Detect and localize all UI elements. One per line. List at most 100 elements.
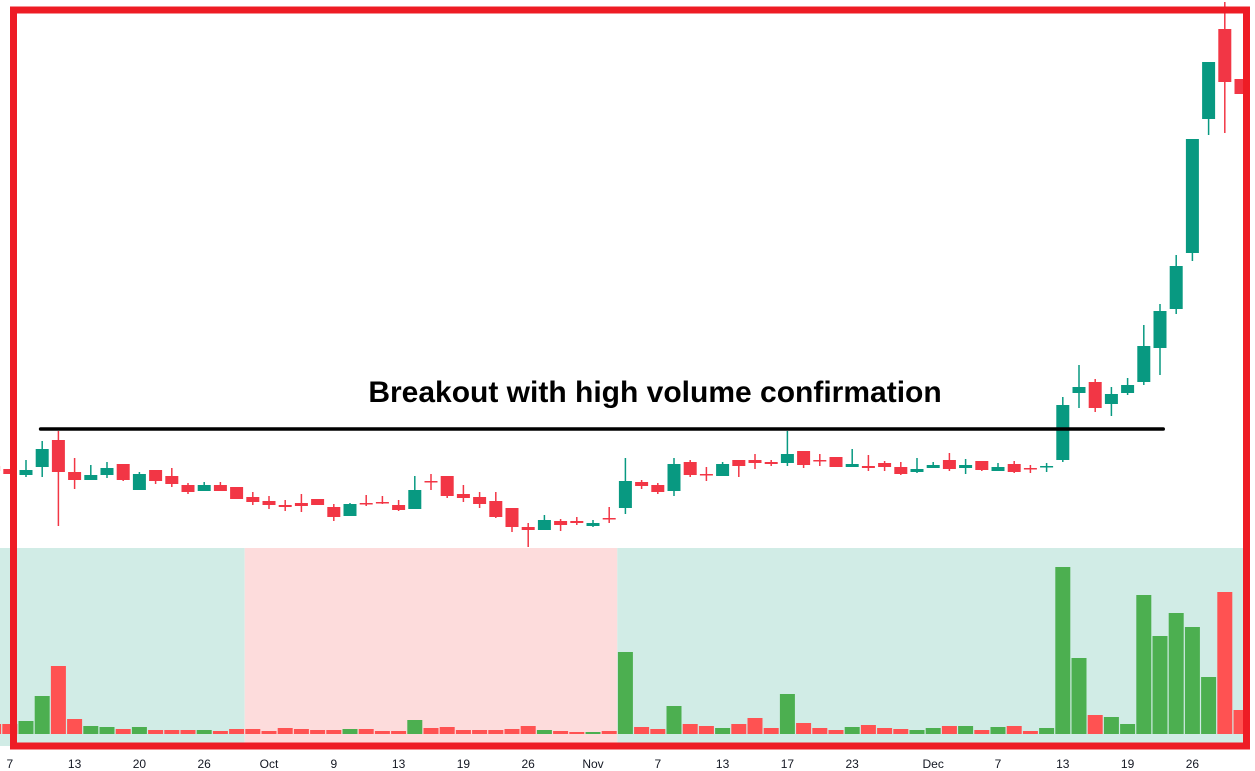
candle-body	[149, 470, 162, 481]
candle-body	[84, 475, 97, 480]
volume-bar	[942, 726, 957, 734]
candle-body	[1024, 468, 1037, 470]
candle-body	[408, 490, 421, 509]
candle-body	[716, 464, 729, 476]
volume-bar	[1039, 728, 1054, 734]
x-tick-label: 26	[1186, 757, 1199, 771]
volume-bar	[1007, 726, 1022, 734]
candle-body	[522, 527, 535, 530]
volume-bar	[0, 724, 1, 734]
volume-bar	[699, 726, 714, 734]
volume-bar	[359, 729, 374, 734]
candle	[554, 519, 567, 531]
candle	[117, 464, 130, 481]
candle-body	[943, 460, 956, 469]
volume-bar	[586, 732, 601, 734]
candle	[68, 458, 81, 489]
candle	[408, 476, 421, 509]
candle	[781, 431, 794, 466]
volume-bar	[1088, 715, 1103, 734]
candle	[182, 483, 195, 494]
candle	[473, 492, 486, 508]
candle-body	[327, 507, 340, 517]
volume-bar	[1201, 677, 1216, 734]
volume-bar	[1023, 731, 1038, 734]
volume-bar	[1217, 592, 1232, 734]
candle-body	[684, 462, 697, 475]
candle-body	[749, 460, 762, 463]
candle-body	[52, 440, 65, 472]
volume-bar	[278, 728, 293, 734]
volume-bar	[634, 727, 649, 734]
volume-bar	[456, 730, 471, 734]
volume-bar	[229, 729, 244, 734]
candle	[684, 460, 697, 477]
candle-body	[878, 463, 891, 467]
candle	[360, 495, 373, 506]
volume-bar	[310, 730, 325, 734]
candle	[20, 460, 33, 477]
volume-bar	[407, 720, 422, 734]
candle	[959, 459, 972, 474]
candle	[101, 462, 114, 478]
x-tick-label: 7	[654, 757, 661, 771]
candle	[1008, 461, 1021, 473]
volume-bar	[1072, 658, 1087, 734]
candle-body	[1040, 466, 1053, 468]
candle	[52, 431, 65, 526]
candle-body	[68, 472, 81, 480]
candle	[165, 468, 178, 487]
candle	[149, 470, 162, 484]
candle	[376, 496, 389, 504]
volume-bar	[958, 726, 973, 734]
candle	[635, 480, 648, 489]
candle-body	[603, 518, 616, 520]
x-tick-label: Dec	[923, 757, 944, 771]
candle-body	[619, 481, 632, 508]
candle-body	[425, 481, 438, 483]
candle-body	[651, 485, 664, 492]
x-tick-label: 7	[995, 757, 1002, 771]
candle	[344, 503, 357, 516]
volume-bar	[521, 726, 536, 734]
volume-bar	[764, 728, 779, 734]
candle-body	[20, 470, 33, 475]
candle-body	[182, 485, 195, 492]
volume-bar	[926, 728, 941, 734]
candle-body	[700, 474, 713, 476]
volume-bar	[116, 729, 131, 734]
candle-body	[765, 462, 778, 464]
volume-zone	[245, 548, 618, 746]
candle	[522, 523, 535, 547]
volume-bar	[213, 731, 228, 734]
volume-bar	[391, 731, 406, 734]
candle-body	[165, 476, 178, 484]
x-tick-label: 9	[330, 757, 337, 771]
candle	[797, 451, 810, 468]
candle	[1202, 62, 1215, 135]
volume-bar	[1104, 717, 1119, 734]
volume-bar	[1169, 613, 1184, 734]
x-tick-label: 13	[68, 757, 81, 771]
candle-body	[570, 521, 583, 523]
candle	[36, 441, 49, 477]
candle	[457, 485, 470, 502]
candle-body	[1202, 62, 1215, 119]
candle-body	[1170, 266, 1183, 309]
candle	[425, 474, 438, 490]
volume-bar	[505, 729, 520, 734]
x-tick-label: 19	[1121, 757, 1134, 771]
x-tick-label: 19	[457, 757, 470, 771]
volume-bar	[326, 730, 341, 734]
candle	[570, 517, 583, 525]
volume-bar	[245, 729, 260, 734]
candle-body	[554, 521, 567, 525]
volume-bar	[683, 724, 698, 734]
volume-bar	[602, 731, 617, 734]
candle-body	[781, 454, 794, 463]
candle	[700, 467, 713, 481]
candle-body	[344, 504, 357, 516]
candle-body	[1154, 311, 1167, 348]
candle	[327, 504, 340, 521]
candle	[311, 499, 324, 505]
